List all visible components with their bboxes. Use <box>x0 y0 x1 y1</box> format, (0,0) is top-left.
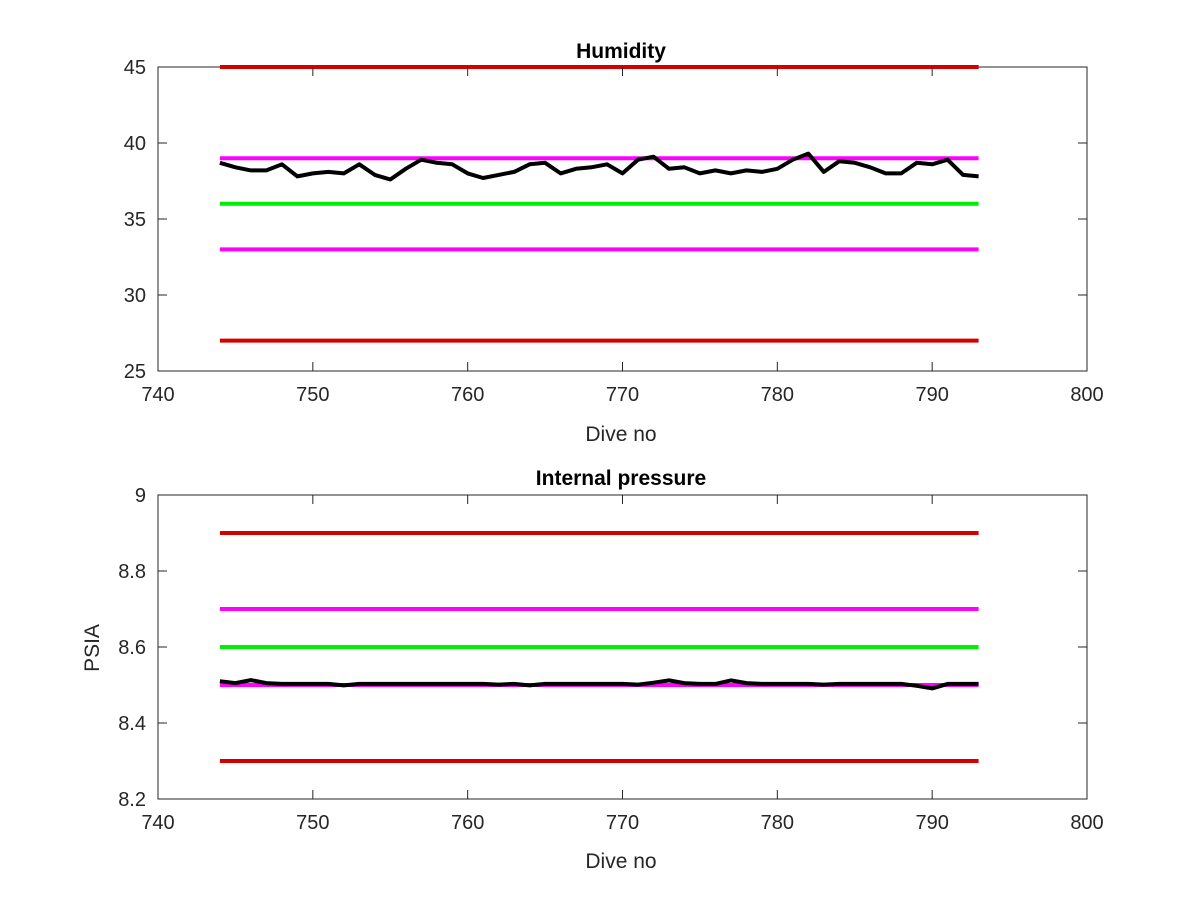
pressure-x-axis-label: Dive no <box>585 850 656 873</box>
internal-pressure-plot: 740 750 760 770 780 790 800 8.2 8.4 8.6 8.8 9 Inter… <box>81 467 1104 873</box>
humidity-series-group <box>219 65 979 343</box>
humidity-x-tick-label: 750 <box>296 384 329 406</box>
pressure-ticks: 740 750 760 770 780 790 800 8.2 8.4 8.6 8.8 9 <box>118 485 1104 834</box>
humidity-y-tick-label: 25 <box>124 361 146 383</box>
pressure-y-tick-label: 9 <box>135 485 146 507</box>
pressure-x-tick-label: 800 <box>1070 812 1103 834</box>
humidity-y-tick-label: 30 <box>124 285 146 307</box>
humidity-y-tick-label: 35 <box>124 209 146 231</box>
humidity-plot: 740 750 760 770 780 790 800 25 30 35 40 45 Humidity… <box>124 40 1104 446</box>
humidity-y-tick-label: 40 <box>124 133 146 155</box>
humidity-x-tick-label: 800 <box>1070 384 1103 406</box>
pressure-x-tick-label: 790 <box>915 812 948 834</box>
humidity-x-tick-label: 790 <box>915 384 948 406</box>
humidity-x-tick-label: 770 <box>606 384 639 406</box>
humidity-x-tick-label: 760 <box>451 384 484 406</box>
humidity-title: Humidity <box>576 40 666 63</box>
humidity-data-line <box>219 151 979 182</box>
pressure-y-tick-label: 8.4 <box>118 713 146 735</box>
pressure-y-tick-label: 8.8 <box>118 561 146 583</box>
pressure-data-line <box>219 678 979 691</box>
humidity-x-tick-label: 780 <box>761 384 794 406</box>
humidity-axes-box <box>157 66 1088 372</box>
humidity-y-tick-label: 45 <box>124 57 146 79</box>
humidity-x-axis-label: Dive no <box>585 423 656 446</box>
pressure-series-group <box>219 531 979 763</box>
pressure-title: Internal pressure <box>536 467 706 490</box>
pressure-x-tick-label: 770 <box>606 812 639 834</box>
pressure-y-tick-label: 8.2 <box>118 789 146 811</box>
humidity-ticks: 740 750 760 770 780 790 800 25 30 35 40 45 <box>124 57 1104 406</box>
pressure-x-tick-label: 740 <box>141 812 174 834</box>
pressure-x-tick-label: 760 <box>451 812 484 834</box>
pressure-x-tick-label: 780 <box>761 812 794 834</box>
pressure-y-tick-label: 8.6 <box>118 637 146 659</box>
pressure-x-tick-label: 750 <box>296 812 329 834</box>
pressure-y-axis-label: PSIA <box>81 624 104 672</box>
humidity-x-tick-label: 740 <box>141 384 174 406</box>
